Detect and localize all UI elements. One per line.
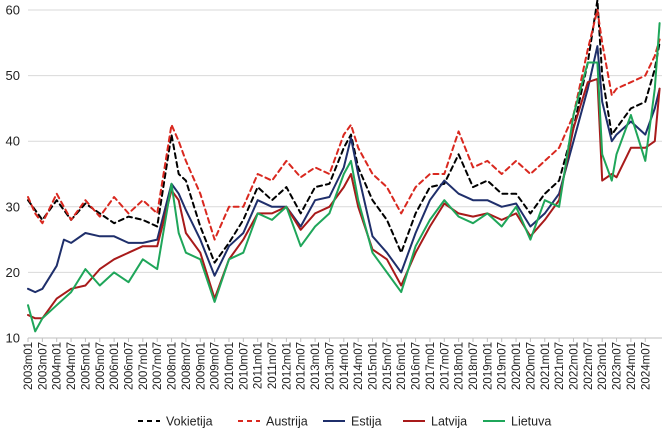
series-line-vokietija [27, 0, 661, 264]
x-tick-label: 2012m01 [281, 342, 293, 390]
x-tick-label: 2011m07 [267, 342, 279, 389]
series-line-lietuva [27, 22, 661, 333]
x-tick-label: 2024m07 [640, 342, 652, 390]
y-tick-label: 30 [6, 199, 20, 214]
x-tick-label: 2020m07 [525, 342, 537, 390]
legend-label-lietuva: Lietuva [511, 415, 551, 429]
x-tick-label: 2013m01 [310, 342, 322, 390]
series-line-estija [27, 45, 661, 294]
x-tick-label: 2021m07 [554, 342, 566, 390]
legend-label-austrija: Austrija [266, 415, 308, 429]
x-tick-label: 2024m01 [626, 342, 638, 390]
x-tick-label: 2003m07 [37, 342, 49, 390]
x-axis-tick-labels: 2003m01 2003m07 2004m01 2004m07 2005m01 2005m… [23, 338, 652, 390]
y-tick-label: 60 [6, 3, 20, 18]
x-tick-label: 2019m01 [482, 342, 494, 390]
x-tick-label: 2008m01 [167, 342, 179, 390]
x-tick-label: 2015m01 [368, 342, 380, 390]
y-tick-label: 40 [6, 134, 20, 149]
x-tick-label: 2009m01 [195, 342, 207, 390]
y-axis-tick-labels: 10 20 30 40 50 60 [6, 3, 20, 346]
x-tick-label: 2017m01 [425, 342, 437, 390]
legend-label-latvija: Latvija [431, 415, 467, 429]
x-tick-label: 2007m01 [138, 342, 150, 390]
legend-label-vokietija: Vokietija [166, 415, 213, 429]
x-tick-label: 2022m01 [568, 342, 580, 390]
x-tick-label: 2021m01 [540, 342, 552, 390]
x-tick-label: 2023m01 [597, 342, 609, 390]
legend: Vokietija Austrija Estija Latvija Lietuva [138, 415, 551, 429]
x-tick-label: 2007m07 [152, 342, 164, 390]
x-tick-label: 2023m07 [612, 342, 624, 390]
x-tick-label: 2010m01 [224, 342, 236, 390]
x-tick-label: 2010m07 [238, 342, 250, 390]
gridlines [28, 9, 662, 339]
x-tick-label: 2014m01 [339, 342, 351, 390]
x-tick-label: 2016m07 [411, 342, 423, 390]
x-tick-label: 2005m01 [80, 342, 92, 390]
x-tick-label: 2022m07 [583, 342, 595, 390]
x-tick-label: 2003m01 [23, 342, 35, 390]
x-tick-label: 2017m07 [439, 342, 451, 390]
y-tick-label: 10 [6, 331, 20, 346]
x-tick-label: 2018m01 [454, 342, 466, 390]
series-line-austrija [27, 9, 661, 241]
x-tick-label: 2011m01 [253, 342, 265, 389]
x-tick-label: 2005m07 [95, 342, 107, 390]
x-tick-label: 2006m01 [109, 342, 121, 390]
y-tick-label: 50 [6, 68, 20, 83]
x-tick-label: 2006m07 [123, 342, 135, 390]
x-tick-label: 2013m07 [324, 342, 336, 390]
x-tick-label: 2018m07 [468, 342, 480, 390]
x-tick-label: 2016m01 [396, 342, 408, 390]
y-tick-label: 20 [6, 265, 20, 280]
x-tick-label: 2009m07 [210, 342, 222, 390]
legend-label-estija: Estija [351, 415, 382, 429]
x-tick-label: 2019m07 [497, 342, 509, 390]
x-tick-label: 2020m01 [511, 342, 523, 390]
x-tick-label: 2004m07 [66, 342, 78, 390]
series-line-latvija [27, 77, 661, 320]
x-tick-label: 2012m07 [296, 342, 308, 390]
x-tick-label: 2008m07 [181, 342, 193, 390]
x-tick-label: 2014m07 [353, 342, 365, 390]
x-tick-label: 2004m01 [52, 342, 64, 390]
x-tick-label: 2015m07 [382, 342, 394, 390]
series-lines [27, 0, 661, 333]
